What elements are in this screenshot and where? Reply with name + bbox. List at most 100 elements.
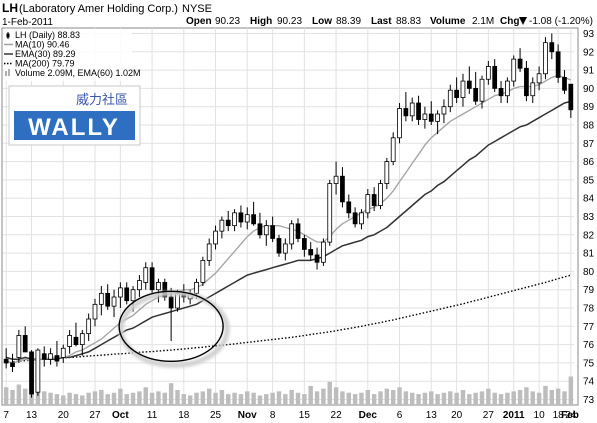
candle-up: [244, 214, 250, 223]
candle-up: [137, 280, 142, 291]
candle-down: [29, 351, 34, 395]
candle-up: [359, 212, 364, 225]
candle-up: [365, 194, 371, 214]
candle-down: [270, 225, 276, 239]
volume-bar: [314, 391, 320, 405]
candle-up: [409, 102, 415, 117]
legend-entry-label: MA(10) 90.46: [15, 40, 70, 50]
candle-down: [257, 223, 263, 236]
volume-bar: [219, 390, 225, 405]
volume-bar: [467, 394, 472, 405]
volume-bar: [473, 392, 478, 405]
x-tick-label: Nov: [238, 410, 257, 421]
down-arrow-icon: [519, 17, 527, 25]
y-tick-label: 81: [583, 249, 595, 260]
candle-up: [384, 161, 390, 184]
candle-down: [251, 214, 256, 225]
candle-down: [454, 89, 459, 98]
volume-bar: [137, 391, 142, 405]
ma10-line: [6, 74, 572, 364]
candle-down: [428, 113, 434, 122]
y-tick-label: 88: [583, 120, 595, 131]
volume-bar: [429, 391, 434, 405]
x-tick-label: 6: [397, 410, 403, 421]
volume-bar: [149, 392, 155, 405]
volume-bar: [498, 394, 504, 405]
volume-bar: [22, 388, 28, 405]
volume-bar: [61, 395, 66, 405]
y-tick-label: 89: [583, 102, 595, 113]
x-tick-label: 27: [483, 410, 495, 421]
volume-bar: [346, 392, 351, 405]
candle-down: [276, 238, 282, 254]
volume-bar: [448, 391, 453, 405]
company-name: (Laboratory Amer Holding Corp.): [19, 3, 178, 15]
candle-up: [111, 296, 117, 307]
legend-entry-label: LH (Daily) 88.83: [15, 30, 80, 40]
candle-up: [543, 42, 548, 75]
annotation-layer: [118, 290, 230, 368]
x-tick-label: 13: [426, 410, 438, 421]
x-tick-label: 25: [210, 410, 222, 421]
chart-header: LH (Laboratory Amer Holding Corp.) NYSE …: [2, 1, 593, 28]
candle-up: [60, 347, 66, 358]
volume-bar: [568, 376, 574, 405]
x-tick-label: 11: [147, 410, 158, 421]
volume-bar: [371, 394, 377, 405]
volume-bar: [67, 392, 72, 405]
volume-bar: [257, 395, 263, 405]
low-value: 88.39: [336, 16, 361, 27]
x-tick-label: Feb: [561, 410, 579, 421]
volume-bar: [422, 392, 428, 405]
candle-up: [447, 89, 453, 108]
candle-down: [308, 249, 314, 256]
volume-bar: [251, 392, 256, 405]
volume-bar: [505, 392, 510, 405]
volume-bar: [283, 394, 288, 405]
x-tick-label: 8: [270, 410, 276, 421]
indicator-lines: [5, 74, 572, 364]
logo-english-text: WALLY: [28, 114, 120, 141]
candle-up: [232, 212, 237, 227]
volume-bar: [99, 390, 104, 405]
candle-down: [149, 267, 155, 291]
candle-down: [524, 67, 529, 97]
volume-bar: [238, 394, 244, 405]
candle-up: [435, 113, 440, 122]
legend-entry-label: MA(200) 79.79: [15, 59, 75, 69]
y-tick-label: 93: [583, 29, 595, 40]
volume-bar: [276, 391, 282, 405]
candle-down: [371, 194, 377, 206]
candle-down: [22, 335, 28, 353]
x-tick-label: Dec: [359, 410, 378, 421]
x-tick-label: 13: [26, 410, 38, 421]
volume-bar: [511, 391, 516, 405]
candle-down: [295, 223, 301, 239]
candle-down: [124, 287, 130, 302]
candle-down: [162, 281, 168, 298]
volume-bar: [409, 392, 415, 405]
candle-up: [422, 113, 428, 120]
legend-entry-label: Volume 2.09M, EMA(60) 1.02M: [15, 68, 141, 78]
volume-bar: [130, 392, 136, 405]
candle-down: [10, 362, 15, 367]
candlesticks: [3, 33, 574, 398]
candle-down: [41, 353, 47, 360]
candle-down: [314, 254, 320, 263]
candle-up: [156, 281, 161, 291]
volume-bar: [105, 394, 110, 405]
volume-bar: [200, 391, 206, 405]
volume-bar: [48, 392, 53, 405]
candle-up: [536, 73, 542, 84]
volume-bar: [156, 391, 161, 405]
x-tick-label: 27: [89, 410, 101, 421]
y-tick-label: 84: [583, 194, 595, 205]
candle-up: [263, 225, 269, 236]
volume-bar: [524, 387, 529, 405]
y-tick-label: 75: [583, 358, 595, 369]
volume-bar: [321, 388, 326, 405]
x-tick-label: 10: [534, 410, 546, 421]
candle-down: [473, 87, 479, 102]
volume-bar: [378, 391, 383, 405]
volume-bar: [3, 387, 9, 405]
